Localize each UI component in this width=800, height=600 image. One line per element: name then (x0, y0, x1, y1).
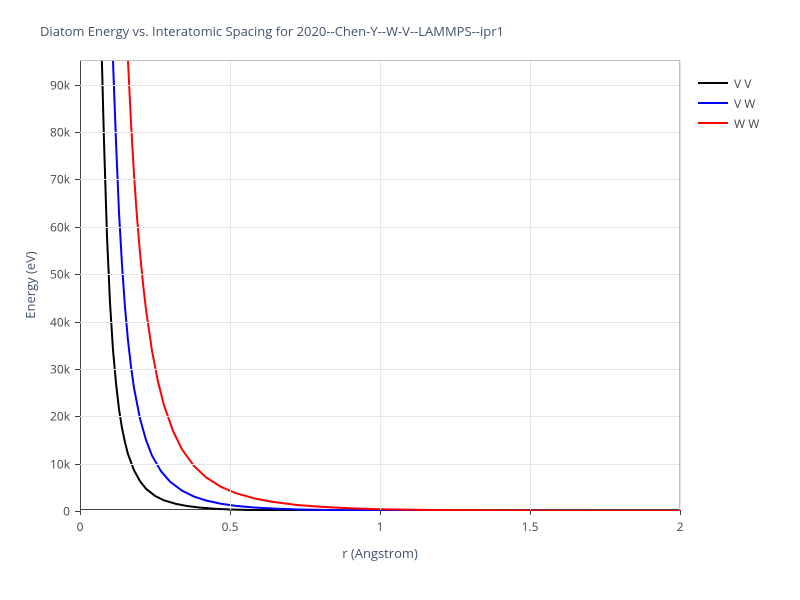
y-tick-label: 90k (50, 76, 70, 93)
gridline-v (530, 61, 531, 510)
chart-title: Diatom Energy vs. Interatomic Spacing fo… (40, 22, 504, 40)
x-tick (680, 510, 681, 515)
x-tick-label: 1 (377, 518, 384, 535)
series-line (102, 61, 680, 511)
gridline-h (80, 274, 679, 275)
legend-item[interactable]: V W (698, 94, 759, 112)
legend-item[interactable]: V V (698, 74, 759, 92)
y-tick (75, 179, 80, 180)
gridline-h (80, 416, 679, 417)
x-tick-label: 0 (77, 518, 84, 535)
y-tick (75, 464, 80, 465)
x-tick-label: 1.5 (522, 518, 539, 535)
y-tick (75, 369, 80, 370)
legend-label: W W (734, 115, 759, 132)
x-axis-title: r (Angstrom) (342, 544, 418, 562)
y-tick (75, 274, 80, 275)
legend-item[interactable]: W W (698, 114, 759, 132)
x-tick (80, 510, 81, 515)
y-tick (75, 85, 80, 86)
x-tick (380, 510, 381, 515)
series-line (128, 61, 680, 511)
x-tick (230, 510, 231, 515)
gridline-h (80, 322, 679, 323)
gridline-h (80, 227, 679, 228)
y-tick-label: 70k (50, 171, 70, 188)
y-tick (75, 511, 80, 512)
legend-swatch (698, 122, 728, 124)
y-tick-label: 40k (50, 313, 70, 330)
y-tick (75, 132, 80, 133)
gridline-h (80, 369, 679, 370)
legend-swatch (698, 102, 728, 104)
x-tick-label: 0.5 (222, 518, 239, 535)
gridline-h (80, 132, 679, 133)
plot-area: 00.511.52010k20k30k40k50k60k70k80k90k (80, 60, 680, 510)
x-tick-label: 2 (677, 518, 684, 535)
legend-swatch (698, 82, 728, 84)
y-tick-label: 50k (50, 266, 70, 283)
legend-label: V W (734, 95, 755, 112)
legend: V V V W W W (698, 74, 759, 134)
legend-label: V V (734, 75, 751, 92)
y-tick-label: 60k (50, 218, 70, 235)
gridline-v (680, 61, 681, 510)
y-tick-label: 10k (50, 455, 70, 472)
y-tick (75, 227, 80, 228)
gridline-v (380, 61, 381, 510)
gridline-h (80, 179, 679, 180)
y-tick (75, 322, 80, 323)
y-tick-label: 0 (63, 503, 70, 520)
y-tick-label: 20k (50, 408, 70, 425)
y-tick-label: 30k (50, 360, 70, 377)
gridline-h (80, 85, 679, 86)
x-tick (530, 510, 531, 515)
gridline-v (230, 61, 231, 510)
series-line (113, 61, 680, 511)
y-tick (75, 416, 80, 417)
y-tick-label: 80k (50, 124, 70, 141)
gridline-h (80, 464, 679, 465)
y-axis-title: Energy (eV) (21, 251, 39, 318)
